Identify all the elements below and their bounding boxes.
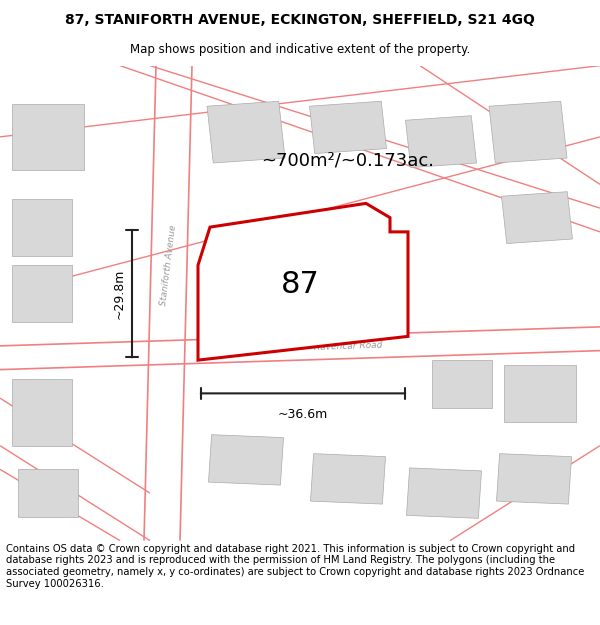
Polygon shape <box>310 454 386 504</box>
Polygon shape <box>489 101 567 163</box>
Polygon shape <box>12 104 84 170</box>
Text: Contains OS data © Crown copyright and database right 2021. This information is : Contains OS data © Crown copyright and d… <box>6 544 584 589</box>
Text: 87, STANIFORTH AVENUE, ECKINGTON, SHEFFIELD, S21 4GQ: 87, STANIFORTH AVENUE, ECKINGTON, SHEFFI… <box>65 12 535 27</box>
Text: ~29.8m: ~29.8m <box>113 269 126 319</box>
Text: 87: 87 <box>281 269 319 299</box>
Text: ~36.6m: ~36.6m <box>278 408 328 421</box>
Polygon shape <box>208 434 284 485</box>
Text: Ravencar Road: Ravencar Road <box>314 340 382 352</box>
Polygon shape <box>207 101 285 163</box>
Text: ~700m²/~0.173ac.: ~700m²/~0.173ac. <box>262 152 434 169</box>
Polygon shape <box>12 265 72 322</box>
Polygon shape <box>310 101 386 154</box>
Polygon shape <box>12 379 72 446</box>
Polygon shape <box>12 199 72 256</box>
Text: Map shows position and indicative extent of the property.: Map shows position and indicative extent… <box>130 42 470 56</box>
Polygon shape <box>406 468 482 518</box>
Polygon shape <box>496 454 572 504</box>
Polygon shape <box>504 365 576 422</box>
Polygon shape <box>406 116 476 168</box>
Text: Staniforth Avenue: Staniforth Avenue <box>158 224 178 306</box>
Polygon shape <box>502 192 572 244</box>
Polygon shape <box>18 469 78 517</box>
Polygon shape <box>432 360 492 408</box>
Polygon shape <box>198 203 408 360</box>
